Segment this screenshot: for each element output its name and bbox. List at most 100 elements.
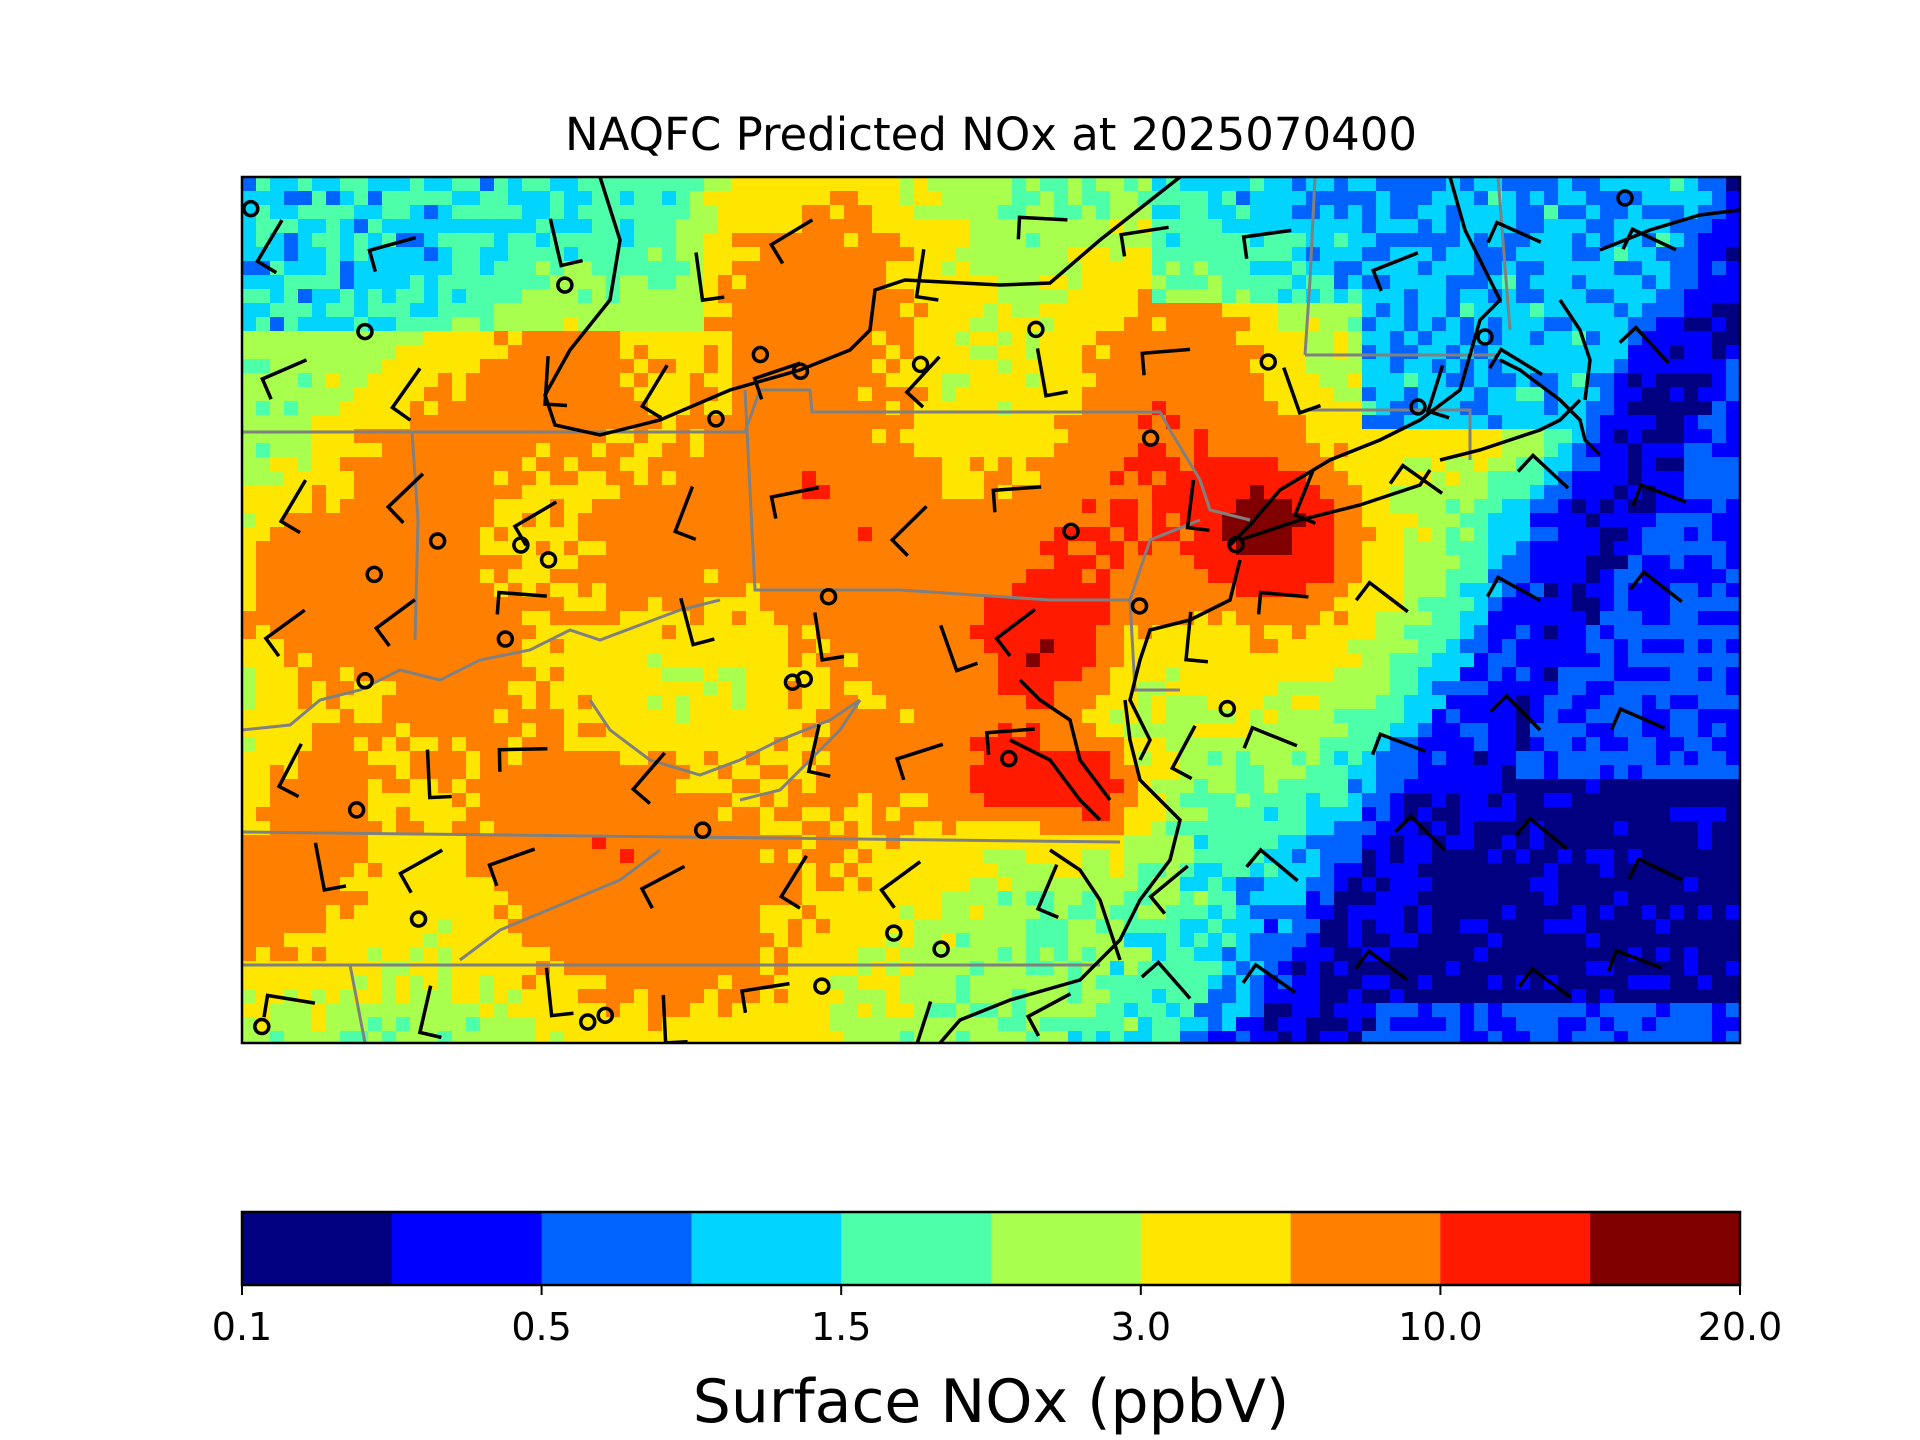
nox-cell — [1376, 695, 1391, 710]
nox-cell — [270, 499, 285, 514]
nox-cell — [1166, 191, 1181, 206]
nox-cell — [564, 765, 579, 780]
nox-cell — [1656, 471, 1671, 486]
nox-cell — [1362, 303, 1377, 318]
nox-cell — [354, 555, 369, 570]
nox-cell — [1278, 793, 1293, 808]
nox-cell — [1152, 513, 1167, 528]
nox-cell — [480, 723, 495, 738]
nox-cell — [1670, 737, 1685, 752]
nox-cell — [1474, 695, 1489, 710]
nox-cell — [1096, 219, 1111, 234]
nox-cell — [802, 597, 817, 612]
nox-cell — [1096, 429, 1111, 444]
nox-cell — [438, 177, 453, 192]
nox-cell — [1502, 639, 1517, 654]
nox-cell — [1236, 443, 1251, 458]
nox-cell — [1446, 625, 1461, 640]
nox-cell — [830, 779, 845, 794]
nox-cell — [354, 527, 369, 542]
nox-cell — [1404, 597, 1419, 612]
nox-cell — [1166, 653, 1181, 668]
nox-cell — [1138, 499, 1153, 514]
nox-cell — [242, 611, 257, 626]
nox-cell — [1488, 667, 1503, 682]
nox-cell — [1334, 807, 1349, 822]
nox-cell — [1194, 443, 1209, 458]
nox-cell — [1726, 681, 1740, 696]
nox-cell — [592, 723, 607, 738]
nox-cell — [1236, 793, 1251, 808]
nox-cell — [1474, 205, 1489, 220]
nox-cell — [998, 499, 1013, 514]
nox-cell — [1250, 667, 1265, 682]
nox-cell — [1628, 779, 1643, 794]
nox-cell — [340, 373, 355, 388]
nox-cell — [1446, 597, 1461, 612]
nox-cell — [690, 653, 705, 668]
nox-cell — [1586, 499, 1601, 514]
nox-cell — [1054, 317, 1069, 332]
nox-cell — [1502, 499, 1517, 514]
nox-cell — [648, 555, 663, 570]
nox-cell — [690, 373, 705, 388]
nox-cell — [1712, 597, 1727, 612]
nox-cell — [438, 765, 453, 780]
nox-cell — [466, 807, 481, 822]
nox-cell — [914, 345, 929, 360]
nox-cell — [578, 597, 593, 612]
nox-cell — [1348, 793, 1363, 808]
nox-cell — [1250, 625, 1265, 640]
nox-cell — [340, 569, 355, 584]
nox-cell — [312, 499, 327, 514]
nox-cell — [676, 821, 691, 836]
nox-cell — [1642, 681, 1657, 696]
nox-cell — [718, 653, 733, 668]
nox-cell — [298, 499, 313, 514]
nox-cell — [1600, 583, 1615, 598]
nox-cell — [424, 807, 439, 822]
nox-cell — [1362, 737, 1377, 752]
nox-cell — [1278, 345, 1293, 360]
nox-cell — [312, 317, 327, 332]
nox-cell — [494, 471, 509, 486]
nox-cell — [452, 345, 467, 360]
nox-cell — [494, 289, 509, 304]
nox-cell — [886, 555, 901, 570]
nox-cell — [1656, 625, 1671, 640]
nox-cell — [1572, 233, 1587, 248]
nox-cell — [494, 569, 509, 584]
nox-cell — [1460, 723, 1475, 738]
nox-cell — [704, 709, 719, 724]
nox-cell — [564, 821, 579, 836]
nox-cell — [466, 527, 481, 542]
nox-cell — [1642, 639, 1657, 654]
nox-cell — [1152, 695, 1167, 710]
nox-cell — [802, 261, 817, 276]
nox-cell — [1124, 569, 1139, 584]
chart-title: NAQFC Predicted NOx at 2025070400 — [565, 108, 1417, 161]
nox-cell — [452, 569, 467, 584]
nox-cell — [928, 471, 943, 486]
nox-cell — [676, 695, 691, 710]
nox-cell — [494, 191, 509, 206]
nox-cell — [1614, 555, 1629, 570]
nox-cell — [1264, 639, 1279, 654]
nox-cell — [466, 289, 481, 304]
nox-cell — [1348, 807, 1363, 822]
nox-cell — [1586, 261, 1601, 276]
nox-cell — [326, 499, 341, 514]
nox-cell — [1138, 233, 1153, 248]
nox-cell — [284, 177, 299, 192]
nox-cell — [1404, 303, 1419, 318]
nox-cell — [466, 415, 481, 430]
nox-cell — [970, 821, 985, 836]
nox-cell — [480, 345, 495, 360]
nox-cell — [1320, 569, 1335, 584]
nox-cell — [1446, 793, 1461, 808]
nox-cell — [1418, 625, 1433, 640]
nox-cell — [536, 485, 551, 500]
nox-cell — [396, 527, 411, 542]
nox-cell — [1558, 527, 1573, 542]
nox-cell — [326, 457, 341, 472]
